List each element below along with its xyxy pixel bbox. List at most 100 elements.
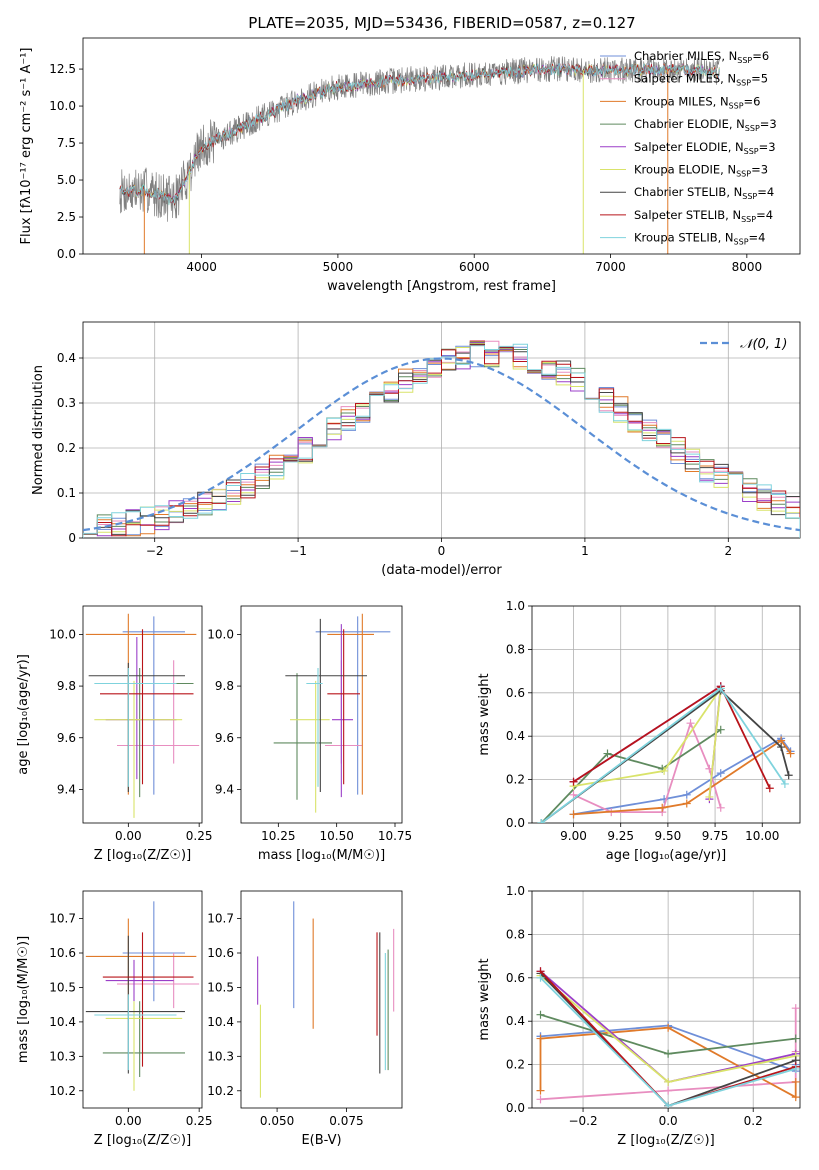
figure-title: PLATE=2035, MJD=53436, FIBERID=0587, z=0… [248,14,635,32]
y-tick-label: 0.0 [506,816,525,830]
weight-point-marker [791,1034,800,1043]
x-tick-label: 9.25 [607,829,634,843]
weight-point-marker [716,725,725,734]
weight-point-marker [791,1077,800,1086]
weight-point-marker [603,749,612,758]
weight-point-marker [537,819,546,823]
y-tick-label: 0.2 [506,773,525,787]
y-tick-label: 10.6 [49,946,76,960]
y-tick-label: 0.8 [506,642,525,656]
weight-series-line [573,684,771,789]
weight-point-marker [791,1064,800,1073]
x-tick-label: 0.25 [186,1114,213,1128]
y-tick-label: 9.8 [57,679,76,693]
y-tick-label: 10.2 [49,1084,76,1098]
x-tick-label: 10.50 [319,829,353,843]
legend-label: Kroupa MILES, NSSP=6 [634,94,760,110]
x-tick-label: 9.50 [655,829,682,843]
y-tick-label: 10.2 [207,1084,234,1098]
axes-frame [240,890,403,1109]
x-tick-label: 5000 [323,260,354,274]
y-tick-label: 7.5 [57,136,76,150]
weight-point-marker [777,743,786,752]
y-tick-label: 9.8 [215,679,234,693]
y-tick-label: 10.3 [207,1049,234,1063]
weight-point-marker [686,719,695,728]
weight-point-marker [664,1049,673,1058]
weight-point-marker [569,810,578,819]
x-tick-label: −2 [146,544,164,558]
weight-vs-Z-panel: −0.2 0.0 0.2 0.0 0.2 0.4 0.6 0.8 1.0 Z [log₁₀(Z/Z… [477,884,801,1148]
spectrum-plot-area [119,56,720,254]
x-tick-label: 0.25 [186,829,213,843]
x-tick-label: 0.00 [115,1114,142,1128]
y-tick-label: 10.5 [207,980,234,994]
legend-label: Kroupa ELODIE, NSSP=3 [634,163,768,179]
weight-point-marker [536,973,545,982]
age-vs-Z-panel: 0.00 0.25 9.4 9.6 9.8 10.0 Z [log₁₀(Z/Z☉)] age … [16,605,213,863]
y-tick-label: 10.0 [49,627,76,641]
y-tick-label: 10.0 [207,627,234,641]
weight-point-marker [716,769,725,778]
x-tick-label: 2 [724,544,732,558]
x-tick-label: 0.075 [329,1114,363,1128]
weight-point-marker [664,1086,673,1095]
weight-line-area [537,682,795,823]
model-spectrum-line [119,63,720,205]
x-tick-label: 0.050 [260,1114,294,1128]
y-axis-label: mass weight [477,958,492,1040]
residual-histogram-step [83,344,800,538]
y-tick-label: 10.6 [207,946,234,960]
y-tick-label: 0.2 [57,441,76,455]
residuals-panel: −2 −1 0 1 2 0 0.1 0.2 0.3 0.4 (data-model)/error No… [31,321,801,578]
weight-point-marker [536,1086,545,1095]
weight-point-marker [786,749,795,758]
x-tick-label: 9.00 [560,829,587,843]
weight-point-marker [682,799,691,808]
y-tick-label: 0 [68,531,76,545]
weight-point-marker [569,790,578,799]
y-tick-label: 0.6 [506,686,525,700]
y-tick-label: 0.3 [57,396,76,410]
axes-frame [82,321,801,539]
y-tick-label: 10.7 [49,912,76,926]
errorbar-area [273,613,391,813]
x-axis-label: wavelength [Angstrom, rest frame] [327,279,556,294]
x-tick-label: 1 [581,544,589,558]
x-axis-label: (data-model)/error [381,563,502,578]
weight-point-marker [716,803,725,812]
y-tick-label: 10.4 [207,1015,234,1029]
weight-point-marker [716,684,725,693]
weight-point-marker [780,779,789,788]
x-tick-label: 0 [438,544,446,558]
weight-line-area [536,967,800,1108]
errorbar-area [85,613,200,818]
x-axis-label: Z [log₁₀(Z/Z☉)] [94,848,191,863]
legend-label: Salpeter MILES, NSSP=5 [634,72,768,88]
weight-point-marker [791,1093,800,1102]
y-tick-label: 1.0 [506,599,525,613]
weight-vs-age-panel: 9.00 9.25 9.50 9.75 10.00 0.0 0.2 0.4 0.6 0.8 1.0 a… [477,599,801,863]
axes-frame [82,605,203,824]
x-tick-label: 10.25 [261,829,295,843]
weight-point-marker [664,1023,673,1032]
y-tick-label: 0.1 [57,486,76,500]
x-tick-label: 10.75 [378,829,412,843]
x-tick-label: 7000 [595,260,626,274]
y-tick-label: 10.5 [49,980,76,994]
weight-point-marker [791,1004,800,1013]
x-axis-label: age [log₁₀(age/yr)] [606,848,727,863]
residual-histogram-step [83,343,800,538]
x-tick-label: 0.00 [115,829,142,843]
y-tick-label: 0.6 [506,971,525,985]
axes-frame [531,890,801,1109]
y-tick-label: 9.6 [57,731,76,745]
y-tick-label: 1.0 [506,884,525,898]
y-axis-label: Flux [fλ10⁻¹⁷ erg cm⁻² s⁻¹ A⁻¹] [19,48,34,245]
x-tick-label: 4000 [186,260,217,274]
y-tick-label: 9.6 [215,731,234,745]
mass-vs-ebv-panel: 0.050 0.075 10.2 10.3 10.4 10.5 10.6 10.7 E(B-V) [207,890,403,1148]
y-tick-label: 0.2 [506,1058,525,1072]
x-tick-label: 0.2 [744,1114,763,1128]
